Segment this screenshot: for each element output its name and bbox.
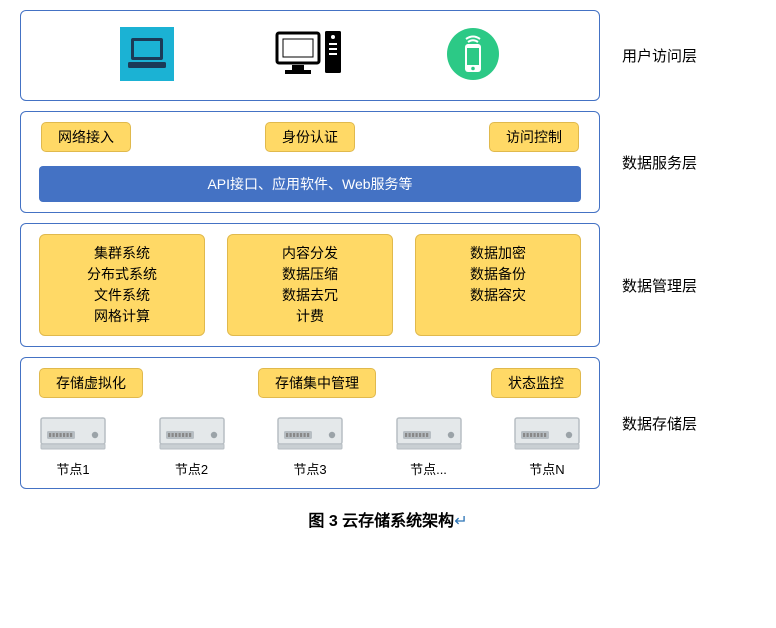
server-icon: [513, 410, 581, 455]
layer-storage-label: 数据存储层: [622, 413, 697, 434]
layer-management-label: 数据管理层: [622, 275, 697, 296]
mgmt-row: 集群系统 分布式系统 文件系统 网格计算 内容分发 数据压缩 数据去冗 计费 数…: [39, 234, 581, 336]
mgmt-line: 文件系统: [56, 285, 188, 306]
mgmt-box-0: 集群系统 分布式系统 文件系统 网格计算: [39, 234, 205, 336]
api-bar: API接口、应用软件、Web服务等: [39, 166, 581, 202]
access-icon-row: [39, 21, 581, 90]
mgmt-box-2: 数据加密 数据备份 数据容灾: [415, 234, 581, 336]
mgmt-box-1: 内容分发 数据压缩 数据去冗 计费: [227, 234, 393, 336]
server-icon: [395, 410, 463, 455]
mgmt-line: 数据压缩: [244, 264, 376, 285]
server-icon: [39, 410, 107, 455]
phone-icon: [446, 27, 500, 84]
mgmt-line: 数据容灾: [432, 285, 564, 306]
mgmt-line: 分布式系统: [56, 264, 188, 285]
layer-storage-row: 存储虚拟化 存储集中管理 状态监控 节点1 节点2: [20, 357, 756, 489]
mgmt-line: 数据去冗: [244, 285, 376, 306]
service-pill-row: 网络接入 身份认证 访问控制: [39, 122, 581, 152]
mgmt-line: 数据加密: [432, 243, 564, 264]
pill-auth: 身份认证: [265, 122, 355, 152]
layer-service-row: 网络接入 身份认证 访问控制 API接口、应用软件、Web服务等 数据服务层: [20, 111, 756, 213]
mgmt-line: 内容分发: [244, 243, 376, 264]
desktop-icon: [275, 27, 345, 84]
return-mark-icon: ↵: [454, 513, 467, 530]
layer-access-box: [20, 10, 600, 101]
caption-text: 图 3 云存储系统架构: [308, 513, 454, 530]
node-ellipsis: 节点...: [395, 410, 463, 478]
node-2: 节点2: [158, 410, 226, 478]
pill-virt: 存储虚拟化: [39, 368, 143, 398]
mgmt-line: 数据备份: [432, 264, 564, 285]
node-1: 节点1: [39, 410, 107, 478]
layer-service-label: 数据服务层: [622, 152, 697, 173]
node-label: 节点3: [293, 459, 326, 478]
node-label: 节点2: [175, 459, 208, 478]
mgmt-line: 网格计算: [56, 306, 188, 327]
pill-central: 存储集中管理: [258, 368, 376, 398]
node-3: 节点3: [276, 410, 344, 478]
node-label: 节点...: [410, 459, 447, 478]
node-n: 节点N: [513, 410, 581, 478]
nodes-row: 节点1 节点2 节点3: [39, 410, 581, 478]
server-icon: [158, 410, 226, 455]
pill-access-ctrl: 访问控制: [489, 122, 579, 152]
node-label: 节点N: [529, 459, 564, 478]
mgmt-line: 集群系统: [56, 243, 188, 264]
layer-service-box: 网络接入 身份认证 访问控制 API接口、应用软件、Web服务等: [20, 111, 600, 213]
laptop-icon: [120, 27, 174, 84]
layer-access-row: 用户访问层: [20, 10, 756, 101]
layer-management-box: 集群系统 分布式系统 文件系统 网格计算 内容分发 数据压缩 数据去冗 计费 数…: [20, 223, 600, 347]
server-icon: [276, 410, 344, 455]
layer-access-label: 用户访问层: [622, 45, 697, 66]
layer-management-row: 集群系统 分布式系统 文件系统 网格计算 内容分发 数据压缩 数据去冗 计费 数…: [20, 223, 756, 347]
figure-caption: 图 3 云存储系统架构↵: [20, 507, 756, 531]
node-label: 节点1: [56, 459, 89, 478]
pill-monitor: 状态监控: [491, 368, 581, 398]
mgmt-line: 计费: [244, 306, 376, 327]
storage-pill-row: 存储虚拟化 存储集中管理 状态监控: [39, 368, 581, 398]
pill-network: 网络接入: [41, 122, 131, 152]
layer-storage-box: 存储虚拟化 存储集中管理 状态监控 节点1 节点2: [20, 357, 600, 489]
